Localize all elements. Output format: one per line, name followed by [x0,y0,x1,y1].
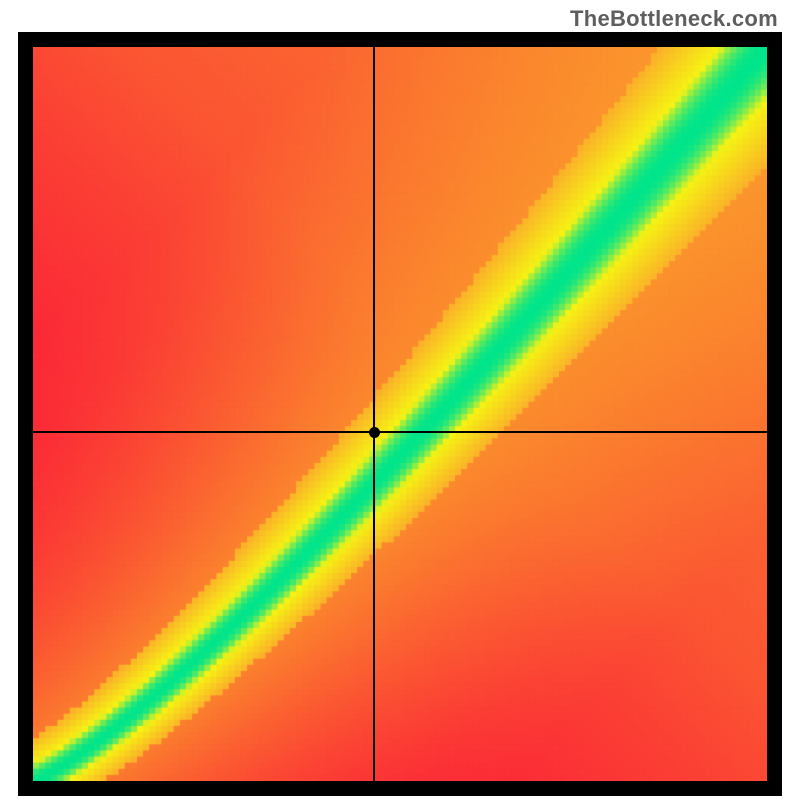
crosshair-vertical [373,47,375,781]
heatmap-canvas [33,47,767,781]
chart-root: TheBottleneck.com [0,0,800,800]
watermark-text: TheBottleneck.com [570,6,778,32]
plot-area [33,47,767,781]
crosshair-horizontal [33,431,767,433]
crosshair-marker [369,427,380,438]
